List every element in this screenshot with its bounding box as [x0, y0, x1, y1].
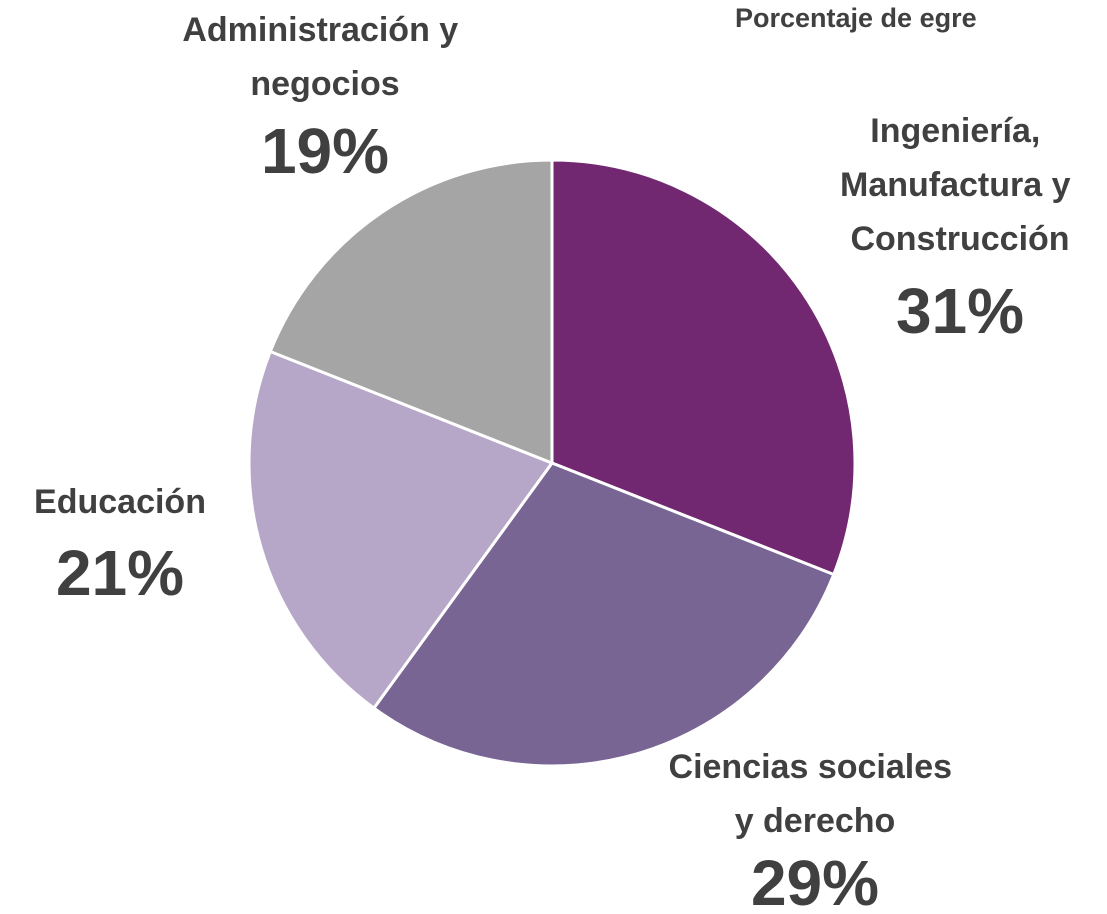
- pie-slice: [247, 349, 555, 711]
- value-label: 19%: [261, 115, 389, 187]
- slice-label: Ciencias sociales y derecho: [669, 748, 962, 840]
- value-label: 21%: [56, 537, 184, 609]
- pie-slice: [550, 158, 857, 577]
- chart-title: Porcentaje de egre: [735, 3, 977, 33]
- pie-slice: [371, 461, 836, 768]
- slice-label: Administración y negocios: [182, 11, 467, 103]
- value-label: 29%: [751, 847, 879, 914]
- slice-label: Educación: [34, 483, 206, 521]
- pie-slice: [268, 158, 554, 466]
- value-label: 31%: [896, 275, 1024, 347]
- slice-label: Ingeniería, Manufactura y Construcción: [840, 112, 1080, 258]
